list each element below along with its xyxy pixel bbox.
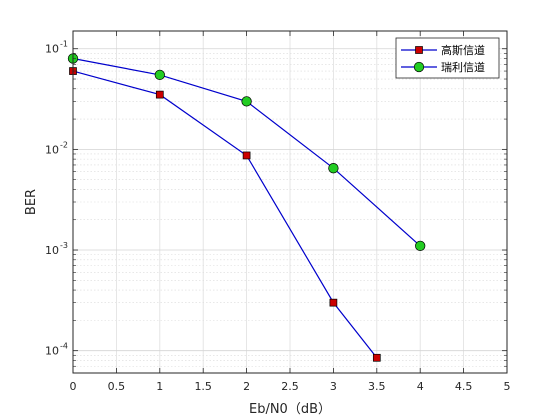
x-axis-label: Eb/N0（dB） bbox=[249, 402, 331, 417]
data-point-square bbox=[242, 151, 251, 160]
y-axis-label: BER bbox=[24, 189, 39, 215]
legend-label-gaussian: 高斯信道 bbox=[441, 43, 485, 57]
data-point-square bbox=[372, 353, 381, 362]
legend-box bbox=[395, 37, 500, 79]
data-point-circle bbox=[241, 96, 252, 107]
tick-labels: 0 0.5 1 1.5 2 2.5 3 3.5 4 4.5 510-410-310-210-1 bbox=[45, 40, 511, 393]
y-tick-exponent: -2 bbox=[60, 140, 68, 149]
x-tick-label: 0 bbox=[70, 380, 77, 393]
x-tick-label: 1 bbox=[156, 380, 163, 393]
x-tick-label: 4.5 bbox=[455, 380, 473, 393]
grid bbox=[73, 31, 507, 374]
legend-marker-circle bbox=[413, 61, 425, 73]
data-point-square bbox=[329, 298, 338, 307]
x-tick-label: 2 bbox=[243, 380, 250, 393]
legend-label-rayleigh: 瑞利信道 bbox=[441, 60, 485, 74]
x-tick-label: 5 bbox=[504, 380, 511, 393]
y-tick-label: 10 bbox=[45, 43, 59, 56]
x-tick-label: 2.5 bbox=[281, 380, 299, 393]
legend: 高斯信道 瑞利信道 bbox=[395, 37, 500, 79]
y-tick-label: 10 bbox=[45, 143, 59, 156]
y-tick-label: 10 bbox=[45, 244, 59, 257]
data-point-circle bbox=[328, 163, 339, 174]
axis-ticks bbox=[72, 31, 508, 374]
x-tick-label: 3.5 bbox=[368, 380, 386, 393]
data-point-circle bbox=[154, 69, 165, 81]
data-point-square bbox=[155, 90, 164, 99]
data-point-circle bbox=[415, 240, 426, 252]
x-tick-label: 1.5 bbox=[194, 380, 212, 393]
y-tick-exponent: -3 bbox=[60, 241, 68, 250]
y-tick-exponent: -1 bbox=[60, 40, 68, 49]
x-tick-label: 3 bbox=[330, 380, 337, 393]
legend-marker-square bbox=[415, 46, 423, 54]
y-tick-label: 10 bbox=[45, 345, 59, 358]
y-tick-exponent: -4 bbox=[60, 342, 68, 351]
x-tick-label: 4 bbox=[417, 380, 424, 393]
x-tick-label: 0.5 bbox=[108, 380, 126, 393]
series-group bbox=[67, 53, 426, 362]
